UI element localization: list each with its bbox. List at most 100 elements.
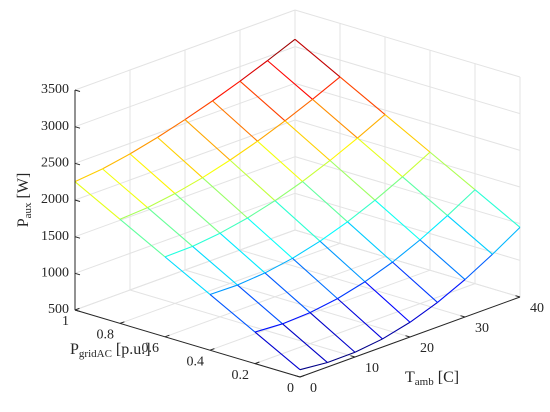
y-tick-label: 1 xyxy=(62,314,69,329)
mesh-edge xyxy=(447,189,476,216)
mesh-edge xyxy=(202,159,231,179)
mesh-edge xyxy=(492,226,521,255)
mesh-edge xyxy=(284,120,331,161)
y-label-sub: gridAC xyxy=(79,348,112,360)
z-tick-label: 1000 xyxy=(41,266,69,281)
mesh-edge xyxy=(184,119,231,161)
y-axis-line xyxy=(74,309,301,378)
mesh-edge xyxy=(274,181,303,202)
z-label-base: P xyxy=(15,218,32,227)
mesh-edge xyxy=(354,338,383,353)
mesh-edge xyxy=(364,261,393,283)
mesh-edge xyxy=(347,199,376,223)
mesh-edge xyxy=(329,137,358,161)
mesh-edge xyxy=(292,257,338,300)
mesh-edge xyxy=(264,257,293,274)
mesh-edge xyxy=(319,221,348,242)
mesh-edge xyxy=(257,140,303,182)
mesh-edge xyxy=(267,60,313,100)
mesh-edge xyxy=(147,207,193,247)
x-tick xyxy=(405,335,411,338)
mesh-edge xyxy=(294,38,341,78)
grid-line xyxy=(294,46,521,115)
y-tick-label: 0.2 xyxy=(232,368,250,383)
x-tick xyxy=(350,355,356,358)
mesh-edge xyxy=(202,177,248,219)
y-tick-label: 0 xyxy=(287,381,294,396)
mesh-edge xyxy=(184,100,213,121)
y-tick-label: 0.4 xyxy=(187,354,205,369)
mesh-edge xyxy=(129,153,176,194)
grid-line xyxy=(164,256,386,338)
z-tick xyxy=(74,236,81,239)
mesh-edge xyxy=(119,218,166,258)
y-tick xyxy=(164,334,170,338)
grid-line xyxy=(74,46,296,128)
z-tick-label: 2500 xyxy=(41,156,69,171)
z-tick xyxy=(74,272,81,276)
z-tick-label: 500 xyxy=(48,302,69,317)
mesh-edge xyxy=(254,323,283,333)
mesh-edge xyxy=(409,301,438,323)
mesh-edge xyxy=(464,253,493,280)
y-tick-label: 0.6 xyxy=(142,341,160,356)
mesh-edge xyxy=(257,120,286,142)
grid-line xyxy=(239,249,466,318)
mesh-edge xyxy=(312,76,341,100)
mesh-edge xyxy=(74,168,103,183)
mesh-edge xyxy=(347,221,393,263)
z-tick xyxy=(74,126,81,129)
grid-line xyxy=(294,82,521,151)
x-tick xyxy=(515,295,521,298)
mesh-edge xyxy=(364,281,411,323)
mesh-edge xyxy=(327,351,356,364)
mesh-edge xyxy=(209,284,238,295)
y-tick xyxy=(74,307,80,311)
mesh-edge xyxy=(357,137,403,178)
mesh-edge xyxy=(312,98,358,139)
mesh-edge xyxy=(247,217,293,259)
mesh-edge xyxy=(237,272,266,286)
mesh-edge xyxy=(74,181,121,220)
mesh-edge xyxy=(157,136,203,179)
mesh-edge xyxy=(374,199,421,241)
y-tick xyxy=(209,348,215,351)
y-tick xyxy=(299,374,305,378)
grid-line xyxy=(209,269,431,351)
mesh-edge xyxy=(384,114,431,153)
x-label-base: T xyxy=(405,369,415,386)
mesh-edge xyxy=(174,193,221,234)
mesh-edge xyxy=(219,217,248,234)
z-tick-label: 3500 xyxy=(41,82,69,97)
mesh-edge xyxy=(337,281,366,300)
x-tick xyxy=(295,375,301,378)
z-tick xyxy=(74,162,81,166)
x-tick-label: 30 xyxy=(475,321,489,336)
mesh-edge xyxy=(282,323,328,363)
y-label-unit: [p.u.] xyxy=(116,341,151,358)
mesh-edge xyxy=(164,245,193,258)
mesh-edge xyxy=(309,312,356,353)
y-tick xyxy=(254,361,260,365)
mesh-edge xyxy=(229,140,258,161)
grid-line xyxy=(294,156,521,225)
z-tick xyxy=(74,309,81,312)
mesh-edge xyxy=(382,321,411,340)
z-tick xyxy=(74,89,81,92)
grid-line xyxy=(119,242,341,324)
mesh-edge xyxy=(284,98,313,122)
y-label-base: P xyxy=(70,341,79,358)
z-axis-label: Paux [W] xyxy=(15,173,34,228)
mesh-edge xyxy=(102,168,148,208)
mesh-edge xyxy=(237,284,283,325)
x-axis-label: Tamb [C] xyxy=(405,369,459,388)
mesh-edge xyxy=(474,189,521,228)
z-tick-label: 3000 xyxy=(41,119,69,134)
grid-line xyxy=(294,9,521,78)
grid-line xyxy=(74,192,296,274)
mesh-edge xyxy=(239,60,268,82)
mesh-edge xyxy=(302,181,348,223)
mesh-edge xyxy=(239,80,286,122)
mesh-edge xyxy=(402,176,448,216)
